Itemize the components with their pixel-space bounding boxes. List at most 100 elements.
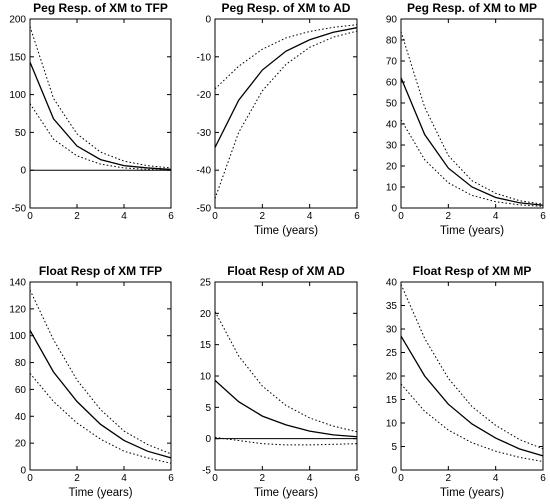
x-tick-label: 6: [168, 473, 174, 484]
y-tick-label: 100: [9, 90, 26, 101]
y-tick-label: -20: [197, 90, 212, 101]
x-tick-label: 0: [212, 211, 218, 222]
y-tick-label: -5: [202, 466, 211, 477]
y-tick-label: 25: [386, 348, 398, 359]
y-tick-label: -50: [197, 204, 212, 215]
y-tick-label: 25: [200, 278, 212, 289]
x-tick-label: 2: [446, 473, 452, 484]
x-tick-label: 2: [74, 211, 80, 222]
plot-frame: [214, 18, 358, 209]
plot-frame: [29, 281, 172, 471]
x-tick-label: 0: [27, 211, 33, 222]
y-tick-label: 150: [9, 52, 26, 63]
y-tick-label: 20: [386, 372, 398, 383]
y-tick-label: 140: [9, 278, 26, 289]
confidence-band-line-2: [214, 436, 358, 446]
y-tick-label: 60: [15, 385, 27, 396]
y-tick-label: 10: [386, 183, 398, 194]
x-axis-label: Time (years): [254, 487, 318, 499]
chart-title: Peg Resp. of XM to MP: [407, 1, 537, 15]
confidence-band-line-1: [214, 311, 358, 433]
response-line: [214, 379, 358, 438]
chart-title: Float Resp of XM AD: [227, 264, 345, 278]
y-tick-label: -50: [12, 204, 27, 215]
response-line: [400, 77, 544, 206]
y-tick-label: 0: [20, 166, 26, 177]
chart-title: Float Resp of XM TFP: [39, 264, 162, 278]
y-tick-label: -30: [197, 128, 212, 139]
y-tick-label: -10: [197, 52, 212, 63]
x-tick-label: 2: [446, 211, 452, 222]
chart-panel-6: Float Resp of XM MP Time (years) 0 5 10 15 20 2…: [386, 264, 546, 499]
confidence-band-line-1: [214, 24, 358, 90]
x-tick-label: 6: [168, 211, 174, 222]
x-tick-label: 0: [398, 211, 404, 222]
x-tick-label: 0: [212, 473, 218, 484]
y-tick-label: 35: [386, 301, 398, 312]
x-tick-label: 2: [74, 473, 80, 484]
confidence-band-line-2: [214, 30, 358, 199]
x-axis-label: Time (years): [440, 225, 504, 237]
x-axis-label: Time (years): [68, 487, 132, 499]
plot-frame: [400, 281, 544, 471]
y-tick-label: 80: [15, 358, 27, 369]
confidence-band-line-2: [29, 103, 172, 171]
response-line: [29, 61, 172, 171]
y-tick-label: 200: [9, 15, 26, 26]
y-tick-label: 20: [15, 439, 27, 450]
chart-panel-4: Float Resp of XM TFP Time (years) 0 20 40 60 8…: [9, 264, 174, 499]
confidence-band-line-2: [29, 372, 172, 464]
y-tick-label: 70: [386, 57, 398, 68]
y-tick-label: 80: [386, 36, 398, 47]
response-line: [214, 27, 358, 148]
confidence-band-line-1: [29, 289, 172, 455]
y-tick-label: 60: [386, 78, 398, 89]
y-tick-label: 50: [15, 128, 27, 139]
x-tick-label: 2: [260, 211, 266, 222]
y-tick-label: -40: [197, 166, 212, 177]
plot-frame: [214, 281, 358, 471]
y-tick-label: 20: [200, 309, 212, 320]
confidence-band-line-1: [400, 31, 544, 205]
x-tick-label: 4: [307, 473, 313, 484]
y-tick-label: 0: [20, 466, 26, 477]
x-tick-label: 4: [121, 473, 127, 484]
y-tick-label: 50: [386, 99, 398, 110]
x-tick-label: 6: [354, 211, 360, 222]
y-tick-label: 10: [386, 419, 398, 430]
y-tick-label: 5: [391, 442, 397, 453]
y-tick-label: 90: [386, 15, 398, 26]
x-tick-label: 4: [493, 211, 499, 222]
y-tick-label: 40: [386, 120, 398, 131]
x-tick-label: 6: [540, 211, 546, 222]
y-tick-label: 15: [386, 395, 398, 406]
x-tick-label: 6: [540, 473, 546, 484]
x-tick-label: 6: [354, 473, 360, 484]
response-line: [29, 330, 172, 459]
y-tick-label: 15: [200, 340, 212, 351]
y-tick-label: 30: [386, 141, 398, 152]
y-tick-label: 0: [205, 15, 211, 26]
chart-title: Float Resp of XM MP: [413, 264, 532, 278]
y-tick-label: 0: [391, 204, 397, 215]
x-axis-label: Time (years): [254, 225, 318, 237]
confidence-band-line-1: [29, 26, 172, 169]
response-line: [400, 335, 544, 457]
y-tick-label: 40: [15, 412, 27, 423]
y-tick-label: 0: [205, 434, 211, 445]
x-axis-label: Time (years): [440, 487, 504, 499]
chart-panel-2: Peg Resp. of XM to AD Time (years) -50 -40 -…: [197, 1, 361, 237]
confidence-band-line-2: [400, 119, 544, 207]
y-tick-label: 30: [386, 325, 398, 336]
y-tick-label: 120: [9, 304, 26, 315]
y-tick-label: 5: [205, 403, 211, 414]
chart-title: Peg Resp. of XM to TFP: [33, 1, 168, 15]
x-tick-label: 0: [398, 473, 404, 484]
x-tick-label: 2: [260, 473, 266, 484]
x-tick-label: 4: [307, 211, 313, 222]
y-tick-label: 10: [200, 372, 212, 383]
